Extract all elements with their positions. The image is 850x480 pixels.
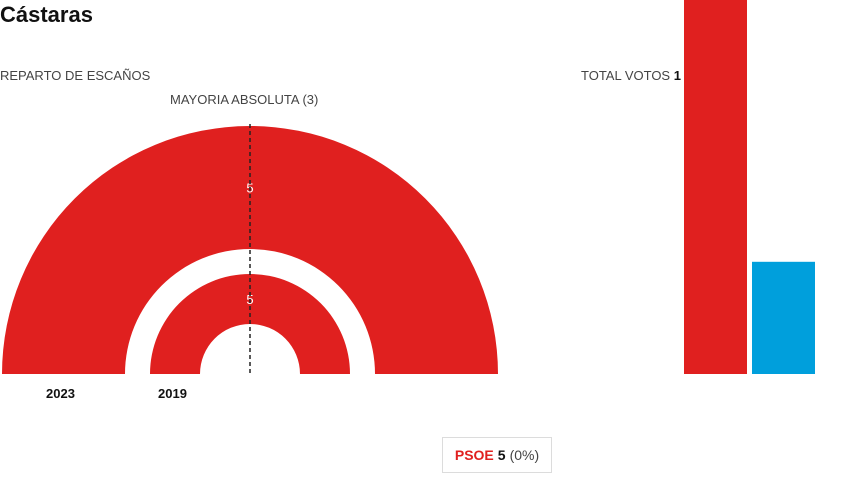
- legend-item-psoe[interactable]: PSOE 5 (0%): [442, 437, 552, 473]
- votes-chart-heading: TOTAL VOTOS 1: [581, 68, 681, 83]
- vote-bar-otros[interactable]: [752, 261, 815, 374]
- year-label-2019: 2019: [158, 386, 187, 401]
- legend-change: (0%): [509, 447, 540, 463]
- vote-bar-psoe[interactable]: [684, 0, 747, 374]
- majority-annotation: MAYORIA ABSOLUTA (3): [170, 92, 319, 107]
- page-title: Cástaras: [0, 2, 93, 27]
- seats-chart-heading: REPARTO DE ESCAÑOS: [0, 68, 151, 83]
- hemicycle-chart: 55: [2, 124, 498, 376]
- votes-heading-label: TOTAL VOTOS: [581, 68, 671, 83]
- legend-party-name: PSOE: [454, 447, 494, 463]
- votes-heading-value: 1: [673, 68, 681, 83]
- year-label-2023: 2023: [46, 386, 75, 401]
- hemicycle-slice-2023-psoe[interactable]: [2, 126, 498, 374]
- legend-seat-count: 5: [497, 447, 506, 463]
